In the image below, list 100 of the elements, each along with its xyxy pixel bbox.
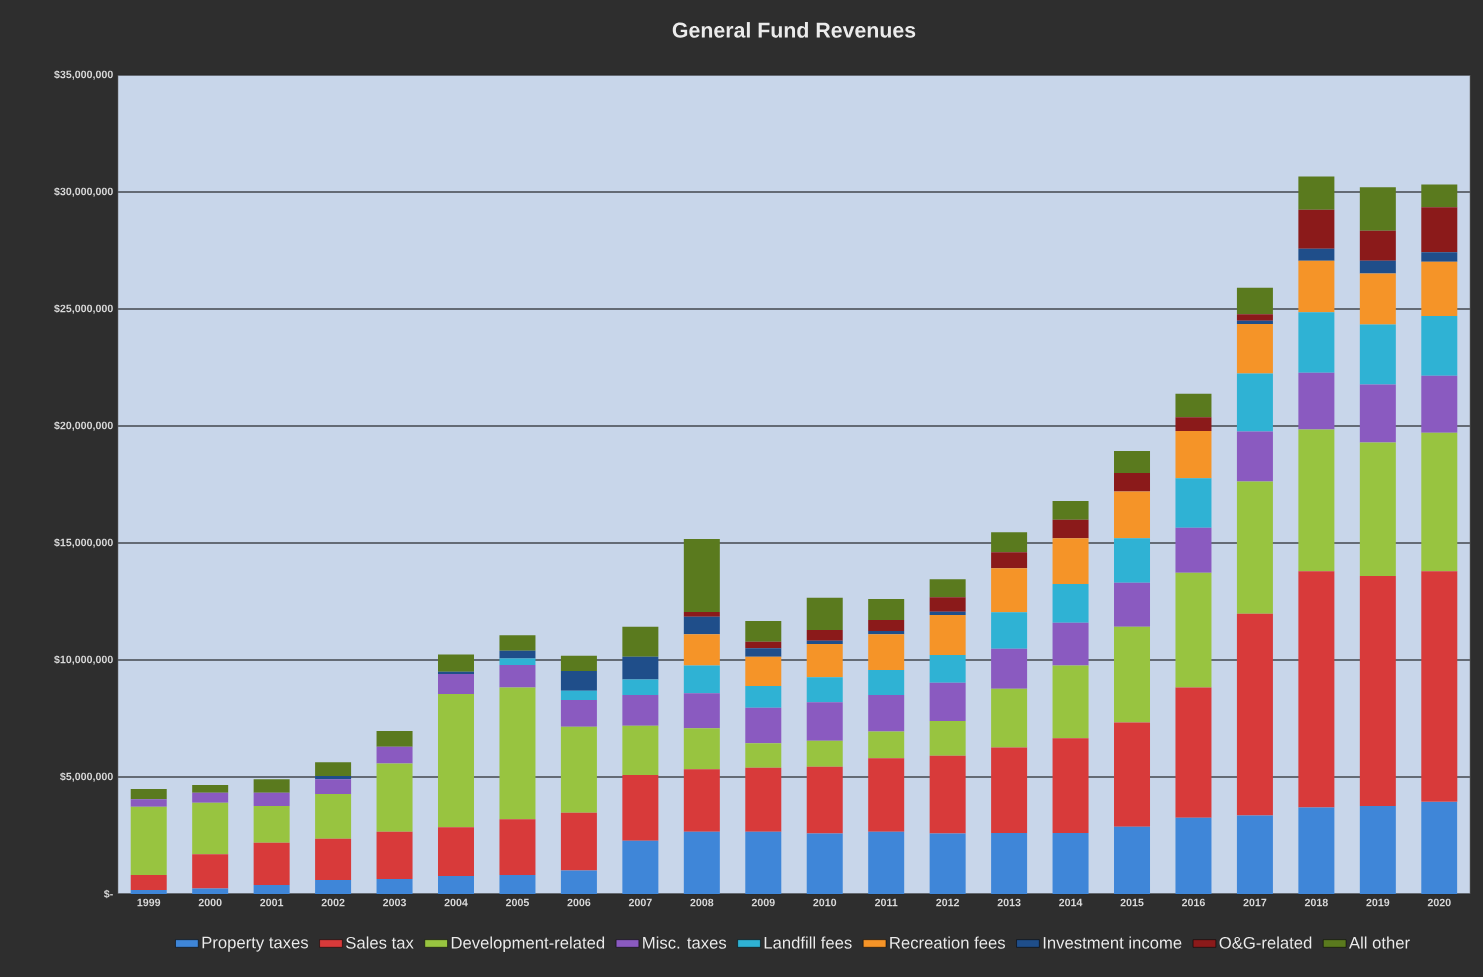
bar: [130, 788, 167, 800]
bar: [622, 679, 659, 696]
bar: [1052, 538, 1089, 584]
bar: [929, 597, 966, 612]
y-tick-label: $35,000,000: [54, 70, 113, 80]
bar: [991, 552, 1028, 569]
bar: [622, 725, 659, 775]
bar: [745, 641, 782, 649]
bar: [1052, 832, 1089, 894]
bar: [438, 654, 474, 672]
bar: [130, 890, 167, 894]
bar: [1052, 738, 1089, 833]
x-tick-label: 2010: [813, 898, 837, 907]
bar: [560, 655, 597, 671]
x-tick-label: 2017: [1243, 898, 1267, 907]
bar: [130, 875, 167, 891]
bar: [745, 767, 782, 832]
bar: [806, 640, 843, 645]
bar: [315, 838, 352, 880]
bar: [683, 616, 720, 635]
bar: [499, 875, 536, 894]
bar: [683, 693, 720, 729]
bar: [1421, 252, 1458, 262]
y-tick-label: $25,000,000: [54, 304, 113, 314]
bar: [1114, 538, 1151, 583]
bar: [560, 726, 597, 813]
bar: [253, 792, 290, 807]
bar: [315, 776, 352, 780]
bar: [991, 832, 1028, 894]
bar: [1359, 324, 1396, 385]
bar: [1236, 287, 1273, 315]
bar: [1298, 260, 1335, 313]
bar: [1175, 417, 1212, 431]
bar: [1298, 312, 1335, 373]
y-tick-label: $20,000,000: [54, 421, 113, 431]
bar: [1236, 815, 1273, 894]
bar: [1052, 519, 1089, 539]
bar: [1421, 432, 1458, 572]
bar: [1421, 571, 1458, 802]
x-tick-label: 2014: [1059, 898, 1083, 907]
bar: [806, 597, 843, 631]
bar: [745, 831, 782, 894]
x-tick-label: 2006: [567, 898, 591, 907]
x-tick-label: 2012: [936, 898, 960, 907]
bar: [438, 693, 474, 828]
bar: [868, 630, 905, 635]
bar: [683, 539, 720, 613]
x-tick-label: 2000: [198, 898, 222, 907]
bar: [1175, 393, 1212, 418]
bar: [499, 664, 536, 688]
bar: [1052, 583, 1089, 623]
x-tick-label: 2016: [1181, 898, 1205, 907]
x-tick-label: 2002: [321, 898, 345, 907]
bar: [1359, 273, 1396, 325]
bar: [499, 687, 536, 820]
legend-label: Sales tax: [346, 936, 414, 949]
bar: [376, 831, 413, 880]
bar: [929, 611, 966, 616]
bar: [683, 612, 720, 617]
bar: [1114, 491, 1151, 539]
bar: [806, 630, 843, 641]
bar: [806, 833, 843, 894]
legend-label: Investment income: [1043, 936, 1182, 949]
bar: [745, 707, 782, 744]
bar: [253, 779, 290, 793]
bar: [315, 762, 352, 777]
bar: [868, 598, 905, 620]
legend-label: Recreation fees: [890, 936, 1006, 949]
bar: [929, 655, 966, 683]
bar: [622, 840, 659, 894]
bar: [868, 758, 905, 832]
bar: [622, 774, 659, 841]
legend-label: O&G-related: [1219, 936, 1312, 949]
bar: [1236, 373, 1273, 432]
x-tick-label: 2020: [1427, 898, 1451, 907]
bar: [438, 674, 474, 694]
y-tick-label: $5,000,000: [60, 772, 113, 782]
bar: [683, 634, 720, 666]
bar: [991, 612, 1028, 649]
x-tick-label: 2004: [444, 898, 468, 907]
bar: [683, 728, 720, 770]
bar: [192, 854, 229, 889]
bar: [376, 730, 413, 747]
bar: [806, 702, 843, 741]
legend-label: Misc. taxes: [643, 936, 727, 949]
bar: [1175, 478, 1212, 528]
bar: [560, 870, 597, 894]
x-tick-label: 2008: [690, 898, 714, 907]
y-tick-label: $10,000,000: [54, 655, 113, 665]
bar: [1175, 687, 1212, 818]
bar: [683, 769, 720, 832]
bar: [1175, 527, 1212, 573]
bar: [376, 763, 413, 832]
x-tick-label: 1999: [137, 898, 161, 907]
x-tick-label: 2003: [383, 898, 407, 907]
bar: [868, 670, 905, 696]
bar: [622, 626, 659, 657]
bar: [1236, 613, 1273, 816]
bar: [192, 888, 229, 894]
bar: [806, 740, 843, 767]
